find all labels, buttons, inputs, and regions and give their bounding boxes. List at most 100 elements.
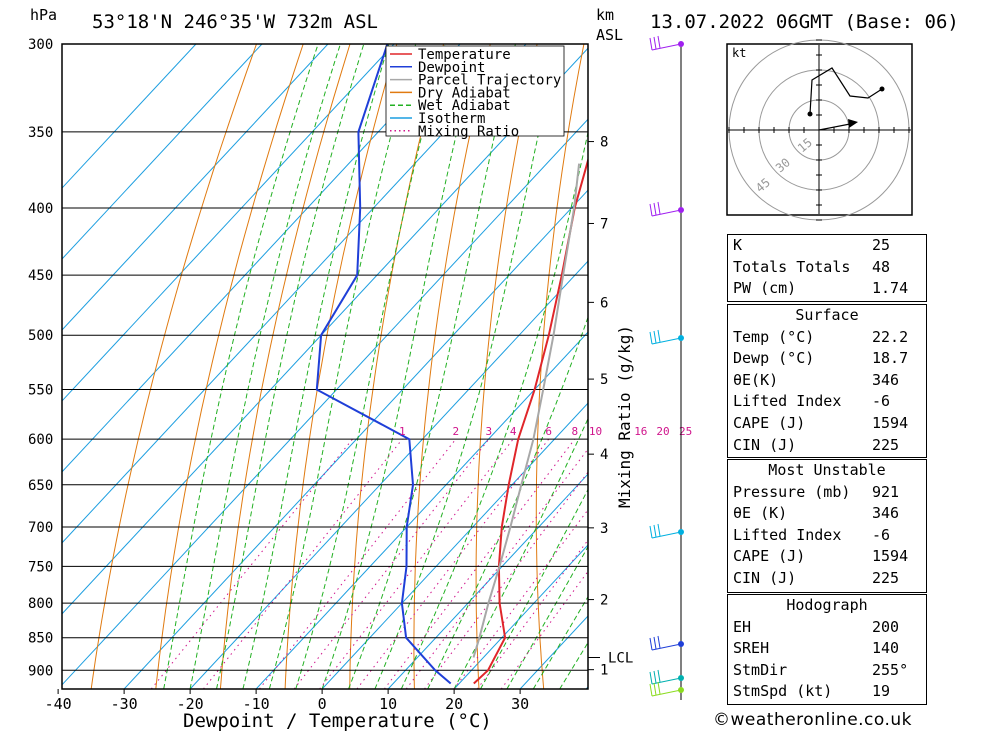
wind-profile bbox=[649, 35, 684, 700]
mixing-ratio-line bbox=[150, 438, 353, 689]
wet-adiabat-line bbox=[189, 44, 341, 689]
index-label: Totals Totals bbox=[733, 257, 851, 276]
isotherm-line bbox=[62, 44, 395, 402]
hodograph-stat-row: StmSpd (kt) 19 bbox=[728, 681, 926, 703]
km-tick-label: 2 bbox=[600, 593, 608, 609]
hodograph-start-dot bbox=[807, 111, 813, 117]
index-value: 48 bbox=[872, 257, 891, 276]
hodograph-stat-value: 19 bbox=[872, 682, 891, 701]
surface-label: Temp (°C) bbox=[733, 327, 815, 346]
mixing-ratio-line bbox=[356, 438, 550, 689]
hodograph-stat-label: StmDir bbox=[733, 660, 788, 679]
x-axis-title: Dewpoint / Temperature (°C) bbox=[183, 710, 492, 732]
hodograph-trace bbox=[809, 67, 883, 115]
wind-barb-staff bbox=[651, 689, 682, 697]
hodograph-table-title: Hodograph bbox=[786, 596, 868, 614]
wind-barb-flag bbox=[649, 37, 653, 51]
km-tick-label: 7 bbox=[600, 216, 608, 232]
wind-barb-staff bbox=[651, 531, 682, 539]
pressure-tick-label: 650 bbox=[28, 478, 53, 494]
surface-row: Temp (°C) 22.2 bbox=[728, 327, 926, 349]
legend-label: Isotherm bbox=[418, 111, 485, 127]
km-tick-label: 8 bbox=[600, 135, 608, 151]
temp-tick-label: -10 bbox=[243, 695, 270, 713]
surface-label: CIN (J) bbox=[733, 435, 797, 454]
wind-barb-flag bbox=[649, 671, 653, 685]
legend-label: Mixing Ratio bbox=[418, 124, 519, 140]
isotherm-line bbox=[62, 44, 197, 189]
surface-row: CAPE (J) 1594 bbox=[728, 413, 926, 435]
hodograph-stat-label: StmSpd (kt) bbox=[733, 682, 833, 701]
temp-tick-label: -30 bbox=[111, 695, 138, 713]
wind-barb-flag bbox=[657, 329, 661, 343]
wind-barb-flag bbox=[649, 683, 653, 697]
hodograph-stat-row: EH 200 bbox=[728, 617, 926, 639]
most-unstable-value: 921 bbox=[872, 482, 900, 501]
wind-barb-flag bbox=[653, 682, 657, 696]
isotherm-line bbox=[62, 47, 588, 615]
km-tick-label: 4 bbox=[600, 447, 608, 463]
isotherm-line bbox=[387, 473, 588, 689]
most-unstable-label: CAPE (J) bbox=[733, 547, 806, 566]
legend-label: Parcel Trajectory bbox=[418, 73, 561, 89]
hodograph-stat-value: 200 bbox=[872, 617, 900, 636]
wind-barb-flag bbox=[649, 637, 653, 651]
hodograph-stat-value: 140 bbox=[872, 639, 900, 658]
pressure-tick-label: 550 bbox=[28, 383, 53, 399]
index-label: PW (cm) bbox=[733, 279, 797, 298]
wind-barb-flag bbox=[657, 635, 661, 649]
surface-value: 18.7 bbox=[872, 349, 909, 368]
pressure-tick-label: 400 bbox=[28, 201, 53, 217]
background-lines bbox=[62, 44, 677, 689]
wind-barb-flag bbox=[653, 36, 657, 50]
dry-adiabat-line bbox=[651, 44, 677, 689]
surface-label: θE(K) bbox=[733, 370, 779, 389]
most-unstable-label: CIN (J) bbox=[733, 568, 797, 587]
isotherm-line bbox=[62, 44, 527, 544]
surface-row: Lifted Index -6 bbox=[728, 391, 926, 413]
dry-adiabat-line bbox=[535, 44, 585, 689]
km-tick-label: 5 bbox=[600, 372, 608, 388]
isotherm-line bbox=[62, 44, 461, 473]
surface-value: 1594 bbox=[872, 413, 909, 432]
mixing-ratio-axis-title: Mixing Ratio (g/kg) bbox=[615, 325, 634, 508]
wind-barb-staff bbox=[651, 337, 682, 345]
wet-adiabat-line bbox=[427, 315, 588, 689]
hodograph-stat-row: StmDir 255° bbox=[728, 660, 926, 682]
index-row: PW (cm) 1.74 bbox=[728, 278, 926, 300]
surface-panel: Surface Temp (°C) 22.2 Dewp (°C) 18.7 θE(K) 3… bbox=[727, 304, 927, 458]
isotherm-line bbox=[62, 118, 588, 686]
pressure-tick-label: 800 bbox=[28, 596, 53, 612]
mixing-ratio-label: 20 bbox=[656, 425, 669, 438]
km-tick-label: 1 bbox=[600, 663, 608, 679]
mixing-ratio-label: 1 bbox=[399, 425, 406, 438]
wet-adiabat-line bbox=[163, 44, 319, 689]
pressure-tick-label: 700 bbox=[28, 520, 53, 536]
wind-barb-flag bbox=[653, 670, 657, 684]
wind-barb-flag bbox=[649, 331, 653, 345]
surface-value: 22.2 bbox=[872, 327, 909, 346]
dry-adiabat-line bbox=[475, 44, 538, 689]
most-unstable-value: 225 bbox=[872, 568, 900, 587]
hodograph-unit: kt bbox=[732, 46, 746, 60]
pressure-tick-label: 500 bbox=[28, 328, 53, 344]
wind-barb-flag bbox=[657, 681, 661, 695]
pressure-tick-label: 350 bbox=[28, 125, 53, 141]
most-unstable-value: 1594 bbox=[872, 547, 909, 566]
isotherm-line bbox=[189, 260, 588, 689]
mixing-ratio-label: 4 bbox=[510, 425, 517, 438]
mixing-ratio-line bbox=[202, 438, 403, 689]
isotherm-line bbox=[453, 544, 588, 689]
hodograph-stat-row: SREH 140 bbox=[728, 638, 926, 660]
mixing-ratio-label: 6 bbox=[545, 425, 552, 438]
legend-label: Wet Adiabat bbox=[418, 98, 511, 114]
surface-row: CIN (J) 225 bbox=[728, 435, 926, 457]
mixing-ratio-label: 25 bbox=[679, 425, 692, 438]
pressure-tick-label: 300 bbox=[28, 37, 53, 53]
profiles bbox=[315, 44, 588, 685]
mixing-ratio-label: 8 bbox=[571, 425, 578, 438]
wet-adiabat-line bbox=[268, 44, 417, 689]
isotherm-line bbox=[321, 402, 588, 689]
